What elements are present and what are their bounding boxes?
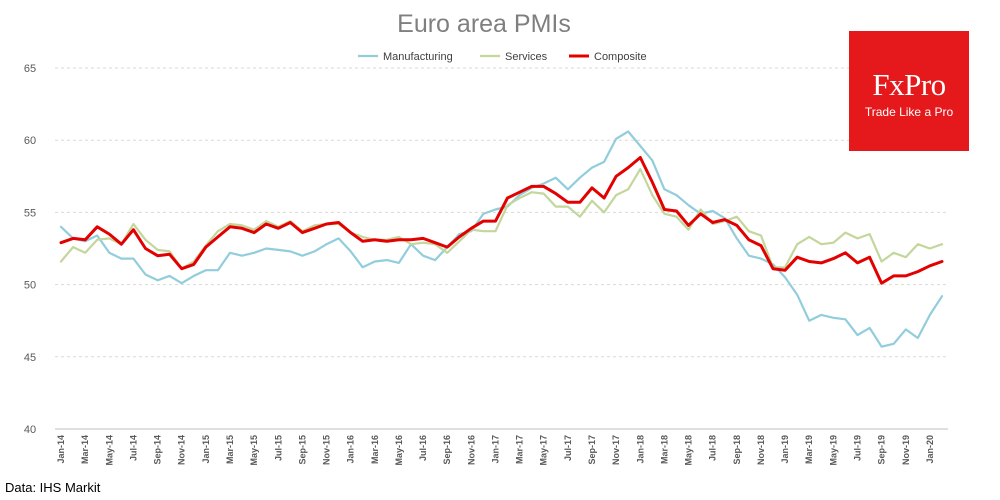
legend-label-manufacturing: Manufacturing [383, 51, 453, 63]
x-tick-label: Nov-15 [322, 435, 332, 465]
y-tick-label: 45 [24, 352, 36, 364]
x-tick-label: Sep-17 [587, 435, 597, 465]
logo-name: FxPro [872, 67, 946, 102]
x-tick-label: Jan-20 [925, 435, 935, 464]
x-tick-label: Jan-17 [490, 435, 500, 464]
x-tick-label: Nov-18 [756, 435, 766, 465]
y-tick-label: 65 [24, 63, 36, 75]
x-tick-label: Sep-15 [297, 435, 307, 465]
x-tick-label: Jul-16 [418, 435, 428, 461]
source-note: Data: IHS Markit [5, 480, 101, 495]
x-tick-label: May-17 [539, 435, 549, 466]
legend-label-services: Services [505, 51, 548, 63]
x-tick-label: Sep-19 [877, 435, 887, 465]
series-lines [59, 130, 944, 348]
x-tick-label: Mar-15 [225, 435, 235, 464]
x-tick-label: Mar-18 [659, 435, 669, 464]
y-tick-label: 55 [24, 207, 36, 219]
x-tick-label: Jul-18 [708, 435, 718, 461]
y-tick-label: 40 [24, 424, 36, 436]
x-tick-label: Sep-14 [153, 435, 163, 465]
x-tick-label: Jan-16 [346, 435, 356, 464]
fxpro-logo: FxPro Trade Like a Pro [849, 31, 969, 151]
x-tick-label: May-19 [828, 435, 838, 466]
legend-label-composite: Composite [594, 51, 647, 63]
x-tick-label: Mar-17 [515, 435, 525, 464]
x-tick-label: Nov-14 [177, 435, 187, 465]
x-tick-label: May-16 [394, 435, 404, 466]
chart-title: Euro area PMIs [397, 10, 571, 38]
y-axis-ticks: 40 45 50 55 60 65 [24, 63, 36, 436]
x-tick-label: Jan-15 [201, 435, 211, 464]
x-tick-label: Mar-14 [80, 435, 90, 464]
legend: Manufacturing Services Composite [358, 51, 647, 63]
x-tick-label: Jan-19 [780, 435, 790, 464]
series-line-services [59, 168, 944, 270]
x-tick-label: Nov-17 [611, 435, 621, 465]
x-tick-label: Jan-18 [635, 435, 645, 464]
x-tick-label: May-18 [684, 435, 694, 466]
x-tick-label: Sep-18 [732, 435, 742, 465]
x-tick-label: Jul-15 [273, 435, 283, 461]
x-tick-label: Jul-19 [852, 435, 862, 461]
x-tick-label: May-14 [104, 435, 114, 466]
x-tick-label: Nov-16 [466, 435, 476, 465]
x-tick-label: May-15 [249, 435, 259, 466]
x-tick-label: Sep-16 [442, 435, 452, 465]
x-tick-label: Mar-19 [804, 435, 814, 464]
x-tick-label: Nov-19 [901, 435, 911, 465]
x-tick-label: Jul-14 [128, 435, 138, 461]
y-tick-label: 60 [24, 135, 36, 147]
series-line-manufacturing [59, 130, 944, 348]
x-tick-label: Jul-17 [563, 435, 573, 461]
logo-tagline: Trade Like a Pro [864, 105, 954, 119]
y-tick-label: 50 [24, 280, 36, 292]
x-tick-label: Mar-16 [370, 435, 380, 464]
x-axis-ticks: Jan-14 Mar-14 May-14 Jul-14 Sep-14 Nov-14 Jan-… [56, 435, 935, 466]
series-line-composite [59, 156, 944, 285]
x-tick-label: Jan-14 [56, 435, 66, 464]
gridlines [55, 67, 948, 430]
